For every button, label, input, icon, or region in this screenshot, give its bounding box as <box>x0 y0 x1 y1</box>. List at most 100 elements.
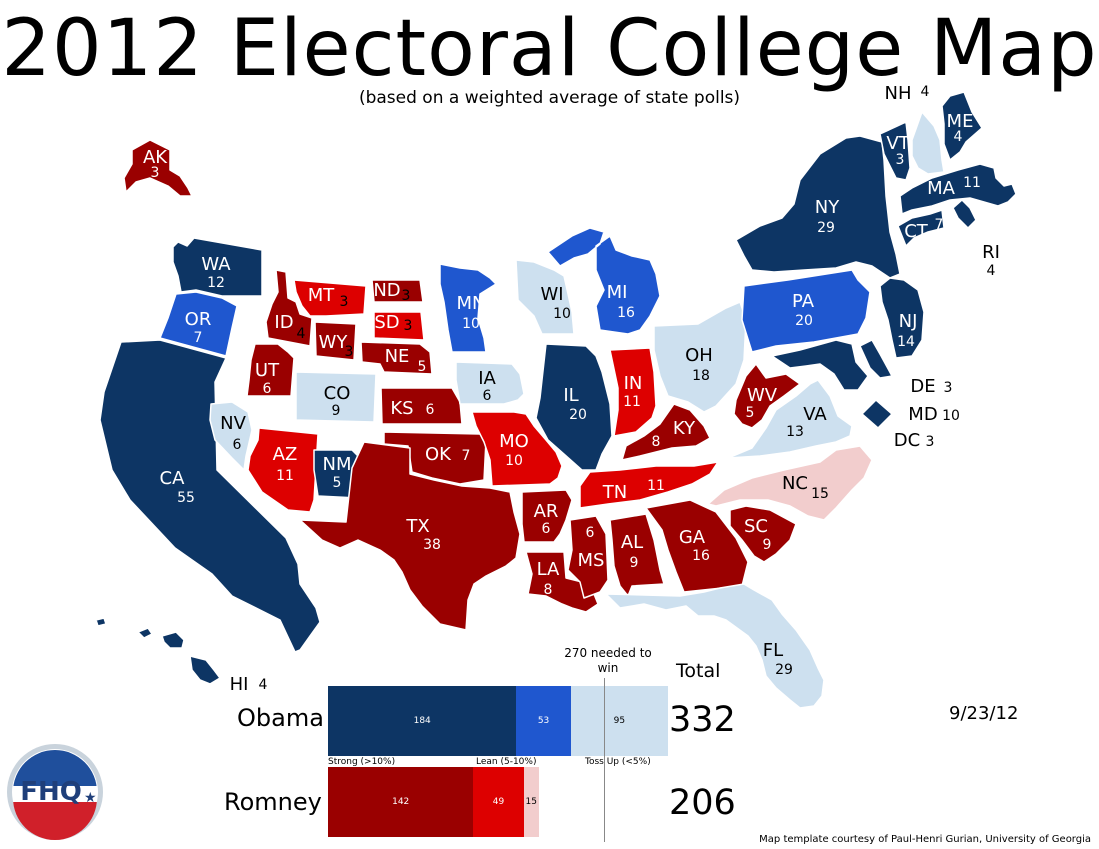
state-ev-tx: 38 <box>423 537 441 553</box>
state-dc <box>861 399 893 429</box>
obama-total: 332 <box>669 700 736 740</box>
state-ev-nc: 15 <box>811 486 829 502</box>
state-ev-va: 13 <box>786 424 804 440</box>
state-ev-mt: 3 <box>340 294 349 310</box>
state-sc <box>729 505 797 563</box>
state-ev-tn: 11 <box>647 478 665 494</box>
state-vt <box>879 121 911 181</box>
state-hi <box>95 617 221 685</box>
state-ev-la: 8 <box>544 582 553 598</box>
state-ev-me: 4 <box>954 129 963 145</box>
state-label-nm: NM <box>323 454 352 475</box>
state-ia <box>455 361 525 405</box>
state-ev-md: 10 <box>942 408 960 424</box>
state-label-or: OR <box>185 309 212 330</box>
state-ev-wy: 3 <box>345 344 354 360</box>
obama-lean-segment: 53 <box>516 686 572 756</box>
state-label-nc: NC <box>782 473 808 494</box>
state-label-ms: MS <box>578 550 605 571</box>
state-label-ak: AK <box>143 147 168 168</box>
state-wa <box>172 237 263 297</box>
state-ev-mi: 16 <box>617 305 635 321</box>
state-ev-ia: 6 <box>483 388 492 404</box>
map-subtitle: (based on a weighted average of state po… <box>358 88 741 108</box>
state-al <box>609 513 665 597</box>
svg-text:★: ★ <box>84 790 97 806</box>
state-ms <box>567 515 609 599</box>
state-label-in: IN <box>624 373 643 394</box>
state-ev-pa: 20 <box>795 313 813 329</box>
state-ev-dc: 3 <box>926 434 935 450</box>
state-label-fl: FL <box>763 640 783 661</box>
state-oh <box>653 301 747 413</box>
obama-name: Obama <box>237 704 324 732</box>
state-label-nd: ND <box>373 280 400 301</box>
state-nj <box>879 277 925 359</box>
state-label-va: VA <box>803 404 827 425</box>
state-label-ca: CA <box>160 468 186 489</box>
state-ne <box>360 341 433 375</box>
state-ev-fl: 29 <box>775 662 793 678</box>
state-label-wi: WI <box>540 284 563 305</box>
state-label-ky: KY <box>673 418 696 439</box>
state-label-de: DE <box>910 376 935 397</box>
state-ev-nh: 4 <box>921 84 930 100</box>
state-label-dc: DC <box>894 430 920 451</box>
state-ev-ma: 11 <box>963 175 981 191</box>
state-label-id: ID <box>274 312 293 333</box>
state-ev-hi: 4 <box>259 677 268 693</box>
state-label-ct: CT <box>904 221 929 242</box>
state-label-wa: WA <box>201 254 231 275</box>
state-wi <box>515 259 575 335</box>
state-ev-al: 9 <box>630 555 639 571</box>
state-label-md: MD <box>908 404 937 425</box>
state-label-pa: PA <box>792 291 815 312</box>
state-ky <box>621 403 711 461</box>
state-mt <box>293 279 367 317</box>
fhq-logo: FHQ ★ <box>7 744 103 840</box>
state-label-ok: OK <box>425 444 452 465</box>
state-mn <box>439 263 497 353</box>
state-ev-ak: 3 <box>151 165 160 181</box>
state-label-nj: NJ <box>899 311 918 332</box>
state-nh <box>911 111 945 175</box>
state-ev-wi: 10 <box>553 306 571 322</box>
state-ev-ok: 7 <box>462 448 471 464</box>
state-label-sd: SD <box>374 312 399 333</box>
caption-strong: Strong (>10%) <box>328 757 396 767</box>
state-label-mt: MT <box>308 285 336 306</box>
romney-total: 206 <box>669 783 736 823</box>
state-label-ut: UT <box>255 360 280 381</box>
state-ev-ny: 29 <box>817 220 835 236</box>
state-label-co: CO <box>324 383 351 404</box>
state-fl <box>605 583 825 709</box>
state-in <box>609 347 657 437</box>
state-ev-wv: 5 <box>746 405 755 421</box>
state-label-nv: NV <box>220 413 246 434</box>
state-label-wv: WV <box>747 385 778 406</box>
state-label-ma: MA <box>927 178 956 199</box>
state-tn <box>579 461 719 509</box>
state-ev-in: 11 <box>623 394 641 410</box>
state-label-nh: NH <box>885 83 912 104</box>
state-label-hi: HI <box>230 674 249 695</box>
needed-to-win-label: 270 needed to win <box>564 646 652 675</box>
state-ev-nd: 3 <box>402 288 411 304</box>
state-ev-ks: 6 <box>426 402 435 418</box>
state-sd <box>373 311 425 341</box>
state-ev-nm: 5 <box>333 475 342 491</box>
state-ev-vt: 3 <box>896 152 905 168</box>
state-label-tx: TX <box>405 516 429 537</box>
state-mi <box>547 227 661 335</box>
state-ev-ga: 16 <box>692 548 710 564</box>
state-label-ia: IA <box>478 368 496 389</box>
state-ks <box>380 387 463 425</box>
caption-toss-up: Toss Up (<5%) <box>585 757 651 767</box>
state-la <box>525 551 599 613</box>
obama-toss-up-segment: 95 <box>570 686 669 756</box>
state-ny <box>735 135 901 279</box>
state-ri <box>952 199 977 229</box>
state-label-mo: MO <box>499 431 529 452</box>
caption-lean: Lean (5-10%) <box>476 757 537 767</box>
